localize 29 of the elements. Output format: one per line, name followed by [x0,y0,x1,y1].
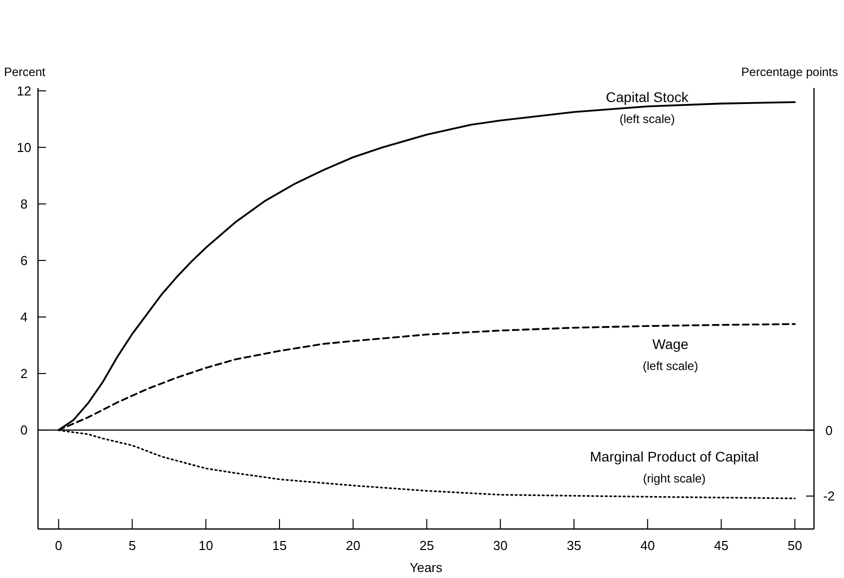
x-tick-label: 45 [714,538,728,553]
x-tick-label: 25 [420,538,434,553]
x-tick-label: 10 [198,538,214,553]
x-tick-label: 35 [566,538,582,553]
annotation: (left scale) [642,359,698,374]
x-tick-label: 0 [55,538,62,553]
x-tick-label: 50 [788,538,802,553]
x-tick-label: 20 [346,538,360,553]
x-tick-label: 15 [272,538,287,553]
y-axis-title: Percent [4,65,46,79]
series-label: Wage [652,336,689,352]
y2-axis-title: Percentage points [741,65,838,79]
x-tick-label: 5 [128,538,136,553]
y-tick-label: 8 [20,196,28,212]
y2-tick-label: 0 [825,422,833,438]
text: Marginal Product of Capital [590,448,759,464]
y-tick-label: 6 [20,252,28,268]
annotation: (right scale) [642,471,706,486]
x-axis-title: Years [410,560,443,575]
y-tick-label: 10 [16,140,32,155]
y-tick-label: 0 [20,422,28,438]
y-tick-label: 4 [20,310,28,325]
x-tick-label: 40 [640,538,655,553]
annotation: (left scale) [619,112,675,126]
series-label: Capital Stock [606,88,690,105]
x-tick-label: 30 [493,538,508,553]
y-tick-label: 2 [20,366,28,382]
y-tick-label: 12 [16,83,32,98]
y2-tick-label: -2 [823,488,835,504]
